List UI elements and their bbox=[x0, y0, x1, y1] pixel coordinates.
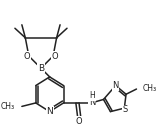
Text: O: O bbox=[51, 52, 58, 61]
Text: N: N bbox=[89, 98, 95, 107]
Text: CH₃: CH₃ bbox=[143, 84, 156, 93]
Text: B: B bbox=[38, 64, 44, 73]
Text: S: S bbox=[123, 105, 128, 114]
Text: O: O bbox=[76, 117, 83, 126]
Text: N: N bbox=[46, 107, 53, 116]
Text: N: N bbox=[112, 81, 119, 90]
Text: CH₃: CH₃ bbox=[1, 102, 15, 111]
Text: O: O bbox=[24, 52, 30, 61]
Text: H: H bbox=[89, 91, 95, 100]
